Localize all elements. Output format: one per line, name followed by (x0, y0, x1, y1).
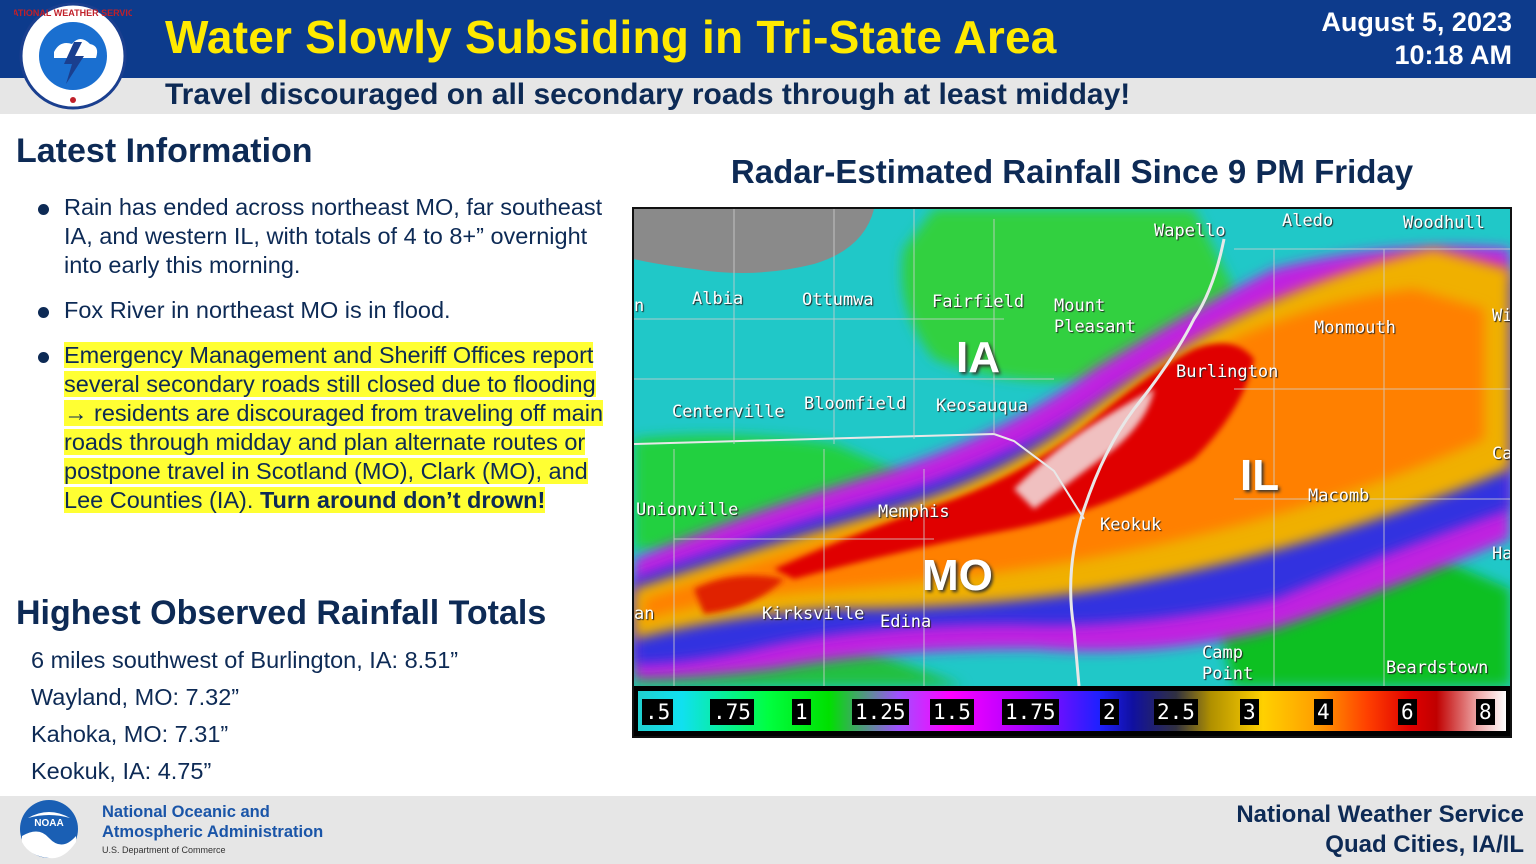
city-label: Beardstown (1386, 658, 1489, 678)
legend-tick: 3 (1240, 699, 1259, 725)
city-label: Fairfield (932, 292, 1025, 312)
city-label: Ca (1492, 444, 1512, 464)
state-label-mo: MO (922, 551, 993, 600)
page-title: Water Slowly Subsiding in Tri-State Area (165, 11, 1057, 63)
footer-bar (0, 796, 1536, 864)
bullet-text: Emergency Management and Sheriff Offices… (64, 342, 604, 513)
time-text: 10:18 AM (1394, 40, 1512, 70)
nws-logo: NATIONAL WEATHER SERVICE (14, 2, 132, 110)
total-item: Keokuk, IA: 4.75” (31, 758, 212, 784)
date-text: August 5, 2023 (1321, 7, 1512, 37)
office-line1: National Weather Service (1236, 801, 1524, 828)
city-label: Kirksville (762, 604, 865, 624)
legend-tick: 4 (1314, 699, 1333, 725)
city-label: Woodhull (1403, 213, 1485, 233)
bullet-highlighted-text: Emergency Management and Sheriff Offices… (64, 342, 604, 513)
city-label: Pleasant (1054, 317, 1136, 337)
city-label: Bloomfield (804, 394, 907, 414)
timestamp: August 5, 2023 10:18 AM (1321, 6, 1512, 72)
city-label: Ottumwa (802, 290, 874, 310)
legend-tick: 2.5 (1154, 699, 1198, 725)
total-item: 6 miles southwest of Burlington, IA: 8.5… (31, 647, 459, 673)
city-label: Keokuk (1100, 515, 1162, 535)
bullet-dot-icon (38, 204, 49, 215)
legend-tick: 1.75 (1002, 699, 1059, 725)
logo-text: NATIONAL WEATHER SERVICE (14, 8, 132, 18)
legend-tick: 2 (1100, 699, 1119, 725)
city-label: Ha (1492, 544, 1512, 564)
noaa-line2: Atmospheric Administration (102, 823, 324, 841)
city-label: Macomb (1308, 486, 1370, 506)
city-label: Point (1202, 664, 1254, 684)
city-label: Mount (1054, 296, 1106, 316)
office-line2: Quad Cities, IA/IL (1325, 831, 1524, 858)
bullet-text: Fox River in northeast MO is in flood. (64, 297, 451, 323)
subheader-bar: Travel discouraged on all secondary road… (0, 78, 1536, 114)
legend-gradient (638, 691, 1506, 731)
bullet-item: Rain has ended across northeast MO, far … (38, 193, 606, 280)
office-name: National Weather Service Quad Cities, IA… (1236, 800, 1524, 860)
latest-information-title: Latest Information (16, 132, 313, 170)
noaa-logo: NOAA (20, 800, 78, 859)
rainfall-legend: .5 .75 1 1.25 1.5 1.75 2 2.5 3 4 6 8 (634, 686, 1510, 736)
city-label: Burlington (1176, 362, 1279, 382)
state-label-il: IL (1240, 451, 1280, 500)
legend-tick: .75 (710, 699, 754, 725)
city-label: Keosauqua (936, 396, 1029, 416)
city-label: n (634, 296, 645, 316)
city-label: Edina (880, 612, 932, 632)
legend-tick: .5 (642, 699, 674, 725)
noaa-department: U.S. Department of Commerce (102, 845, 226, 855)
total-item: Wayland, MO: 7.32” (31, 684, 240, 710)
noaa-name: National Oceanic and Atmospheric Adminis… (102, 802, 323, 842)
rainfall-field (634, 209, 1510, 686)
bullet-dot-icon (38, 352, 49, 363)
latest-information-panel: Latest Information Rain has ended across… (16, 132, 606, 531)
rainfall-totals-list: 6 miles southwest of Burlington, IA: 8.5… (31, 642, 458, 790)
city-label: Wapello (1154, 221, 1226, 241)
city-label: Monmouth (1314, 318, 1396, 338)
legend-tick: 1.5 (930, 699, 974, 725)
city-label: Aledo (1282, 211, 1334, 231)
header-bar (0, 0, 1536, 78)
subtitle: Travel discouraged on all secondary road… (165, 78, 1131, 111)
city-label: Camp (1202, 643, 1243, 663)
legend-tick: 6 (1398, 699, 1417, 725)
totals-title: Highest Observed Rainfall Totals (16, 594, 547, 632)
city-label: Centerville (672, 402, 785, 422)
city-label: Albia (692, 289, 744, 309)
bullet-item: Emergency Management and Sheriff Offices… (38, 341, 606, 515)
safety-emphasis: Turn around don’t drown! (259, 487, 546, 513)
noaa-line1: National Oceanic and (102, 803, 270, 821)
city-label: Memphis (878, 502, 950, 522)
legend-tick: 1.25 (852, 699, 909, 725)
city-label: an (634, 604, 655, 624)
bullet-item: Fox River in northeast MO is in flood. (38, 296, 606, 325)
legend-tick: 1 (792, 699, 811, 725)
legend-tick: 8 (1476, 699, 1495, 725)
state-label-ia: IA (956, 333, 1000, 382)
city-label: Wi (1492, 306, 1512, 326)
total-item: Kahoka, MO: 7.31” (31, 721, 229, 747)
noaa-badge-text: NOAA (34, 818, 63, 829)
bullet-text: Rain has ended across northeast MO, far … (64, 194, 603, 278)
city-label: Unionville (636, 500, 739, 520)
latest-bullets: Rain has ended across northeast MO, far … (38, 193, 606, 515)
radar-rainfall-map: IA IL MO Wapello Aledo Woodhull Albia Ot… (632, 207, 1512, 738)
map-title: Radar-Estimated Rainfall Since 9 PM Frid… (730, 153, 1414, 190)
bullet-dot-icon (38, 307, 49, 318)
